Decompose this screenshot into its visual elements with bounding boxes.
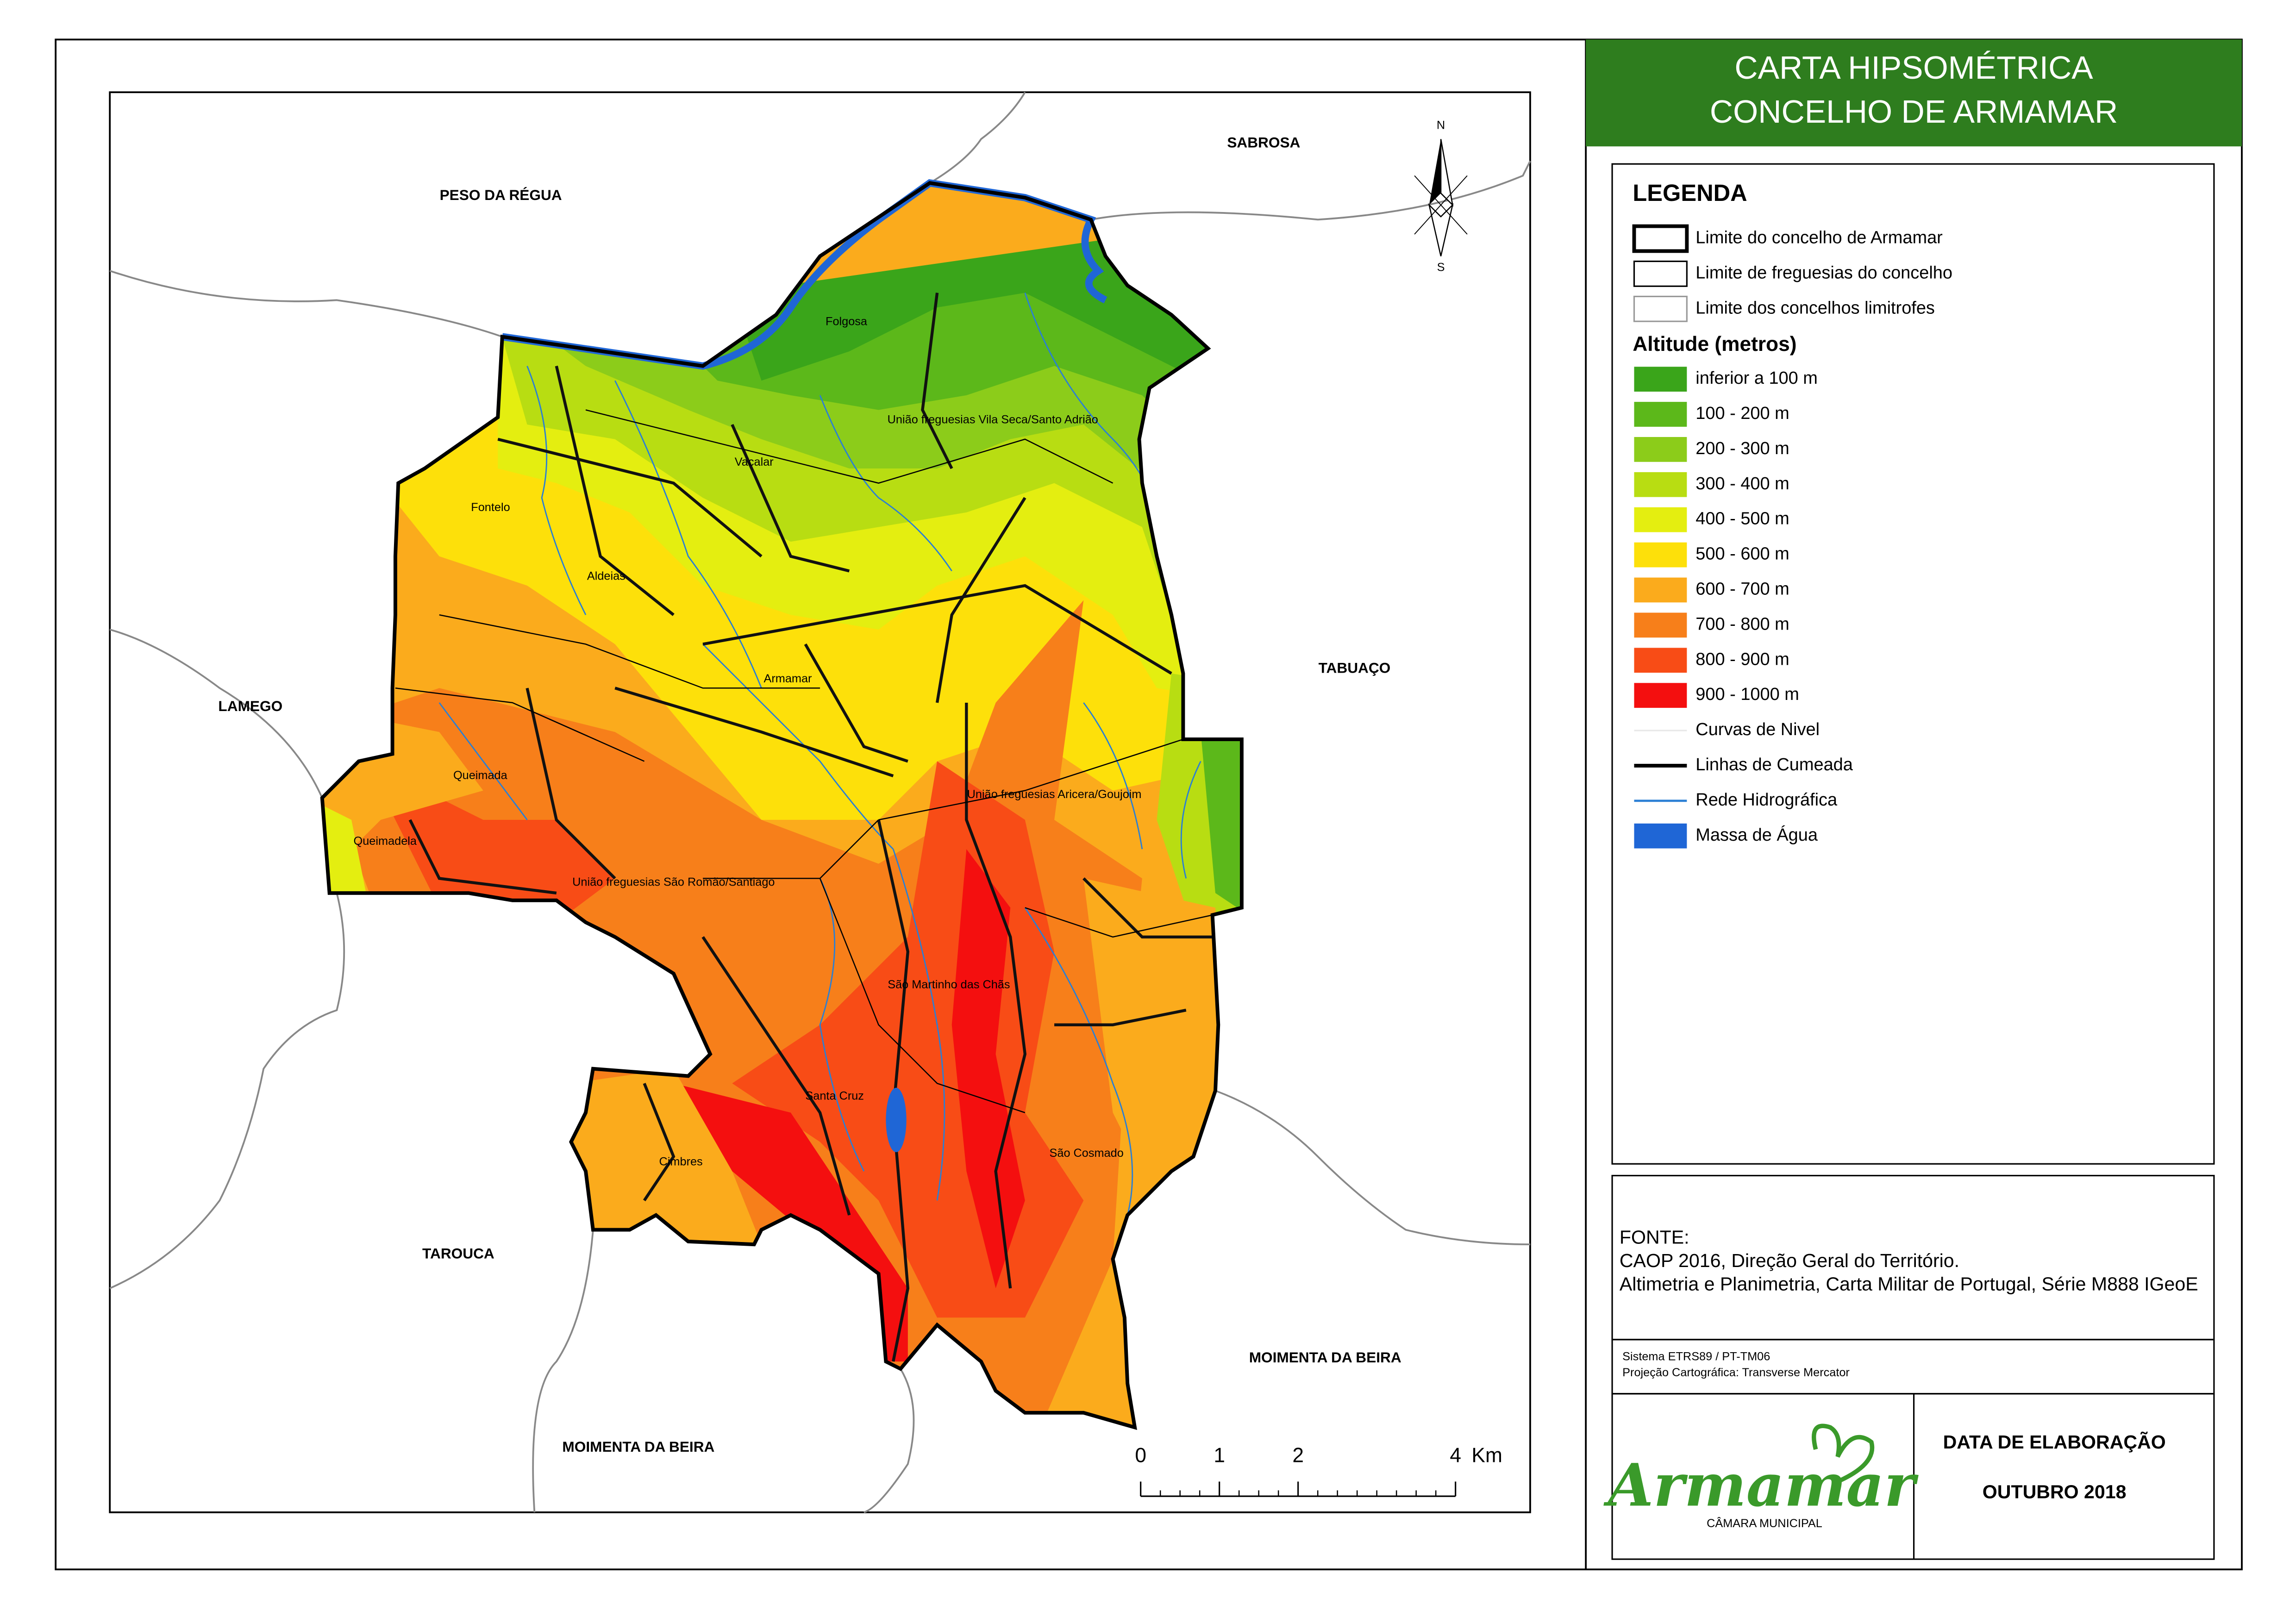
parish-label: São Cosmado bbox=[1050, 1147, 1124, 1160]
scale-tick-label: 4 bbox=[1450, 1444, 1461, 1467]
legend-symbol bbox=[1633, 295, 1688, 322]
parish-label: Queimadela bbox=[354, 835, 417, 848]
legend-swatch bbox=[1634, 402, 1687, 427]
parish-label: União freguesias Vila Seca/Santo Adrião bbox=[888, 413, 1098, 426]
water-body bbox=[501, 179, 1107, 370]
scale-tick-label: 0 bbox=[1135, 1444, 1146, 1467]
legend-swatch bbox=[1634, 507, 1687, 532]
legend-swatch bbox=[1634, 472, 1687, 497]
legend-swatch bbox=[1634, 648, 1687, 673]
hydro-and-ridges bbox=[395, 293, 1215, 1362]
legend-swatch bbox=[1634, 683, 1687, 708]
legend-label: 800 - 900 m bbox=[1695, 649, 1789, 669]
source-heading: FONTE: bbox=[1620, 1226, 1689, 1248]
legend-title: LEGENDA bbox=[1633, 180, 1747, 206]
neighbor-label: LAMEGO bbox=[218, 698, 282, 714]
logo-subtitle: CÂMARA MUNICIPAL bbox=[1707, 1517, 1822, 1530]
legend-label: Linhas de Cumeada bbox=[1695, 755, 1853, 774]
projection-line: Sistema ETRS89 / PT-TM06 bbox=[1622, 1350, 1770, 1363]
date-value: OUTUBRO 2018 bbox=[1983, 1481, 2127, 1503]
legend-label: inferior a 100 m bbox=[1695, 368, 1818, 388]
parish-label: Fontelo bbox=[471, 501, 510, 514]
legend-label: Massa de Água bbox=[1695, 825, 1818, 845]
footer-box bbox=[1611, 1393, 2215, 1560]
north-arrow bbox=[1414, 139, 1468, 256]
parish-label: São Martinho das Chãs bbox=[888, 978, 1010, 991]
legend-swatch bbox=[1634, 367, 1687, 392]
legend-label: 300 - 400 m bbox=[1695, 474, 1789, 493]
title-line: CARTA HIPSOMÉTRICA bbox=[1734, 50, 2093, 86]
legend-label: Limite de freguesias do concelho bbox=[1695, 263, 1952, 282]
neighbor-label: TAROUCA bbox=[422, 1245, 494, 1262]
logo-name: Armamar bbox=[1603, 1450, 1919, 1519]
neighbor-label: MOIMENTA DA BEIRA bbox=[562, 1438, 714, 1455]
parish-label: Cimbres bbox=[659, 1155, 703, 1168]
title-box bbox=[1586, 39, 2242, 147]
legend-symbol bbox=[1632, 224, 1689, 253]
legend-label: 900 - 1000 m bbox=[1695, 685, 1799, 704]
parish-label: Queimada bbox=[453, 769, 508, 782]
parish-label: Aldeias bbox=[587, 570, 626, 583]
source-line: Altimetria e Planimetria, Carta Militar … bbox=[1620, 1273, 2198, 1295]
title-line: CONCELHO DE ARMAMAR bbox=[1710, 94, 2118, 130]
parish-label: Vacalar bbox=[735, 456, 774, 468]
projection-line: Projeção Cartográfica: Transverse Mercat… bbox=[1622, 1366, 1850, 1379]
legend-label: Rede Hidrográfica bbox=[1695, 790, 1838, 810]
concelho-boundary bbox=[320, 181, 1244, 1430]
date-heading: DATA DE ELABORAÇÃO bbox=[1943, 1431, 2166, 1453]
legend-label: 500 - 600 m bbox=[1695, 544, 1789, 564]
north-label: N bbox=[1437, 119, 1445, 132]
south-label: S bbox=[1437, 261, 1445, 274]
legend-label: Curvas de Nivel bbox=[1695, 720, 1820, 739]
legend-label: Limite do concelho de Armamar bbox=[1695, 228, 1943, 248]
scale-tick-label: 2 bbox=[1292, 1444, 1304, 1467]
legend-swatch bbox=[1634, 437, 1687, 462]
scale-unit: Km bbox=[1471, 1444, 1502, 1467]
legend-subtitle: Altitude (metros) bbox=[1633, 333, 1796, 356]
neighbor-label: SABROSA bbox=[1227, 134, 1300, 150]
scale-tick-label: 1 bbox=[1214, 1444, 1225, 1467]
legend-box bbox=[1611, 163, 2215, 1165]
legend-swatch bbox=[1634, 612, 1687, 638]
reservoir bbox=[886, 1087, 907, 1152]
neighbor-boundaries bbox=[109, 92, 1531, 1513]
neighbor-label: TABUAÇO bbox=[1319, 660, 1391, 676]
parish-label: Santa Cruz bbox=[805, 1089, 864, 1102]
legend-label: 600 - 700 m bbox=[1695, 580, 1789, 599]
legend-swatch bbox=[1634, 577, 1687, 603]
neighbor-label: PESO DA RÉGUA bbox=[440, 187, 562, 203]
legend-label: Limite dos concelhos limitrofes bbox=[1695, 298, 1935, 318]
legend-swatch bbox=[1634, 542, 1687, 568]
neighbor-label: MOIMENTA DA BEIRA bbox=[1249, 1349, 1401, 1366]
legend-label: 100 - 200 m bbox=[1695, 404, 1789, 423]
parish-label: Armamar bbox=[763, 672, 812, 685]
parish-label: Folgosa bbox=[826, 315, 868, 328]
legend-label: 700 - 800 m bbox=[1695, 614, 1789, 634]
legend-symbol bbox=[1633, 260, 1688, 287]
legend-label: 400 - 500 m bbox=[1695, 509, 1789, 529]
parish-label: União freguesias São Romão/Santiago bbox=[572, 876, 775, 889]
logo-heart bbox=[1812, 1423, 1875, 1484]
parish-label: União freguesias Aricera/Goujoim bbox=[967, 788, 1142, 801]
source-line: CAOP 2016, Direção Geral do Território. bbox=[1620, 1250, 1959, 1271]
legend-symbol bbox=[1634, 823, 1687, 849]
legend-label: 200 - 300 m bbox=[1695, 439, 1789, 458]
